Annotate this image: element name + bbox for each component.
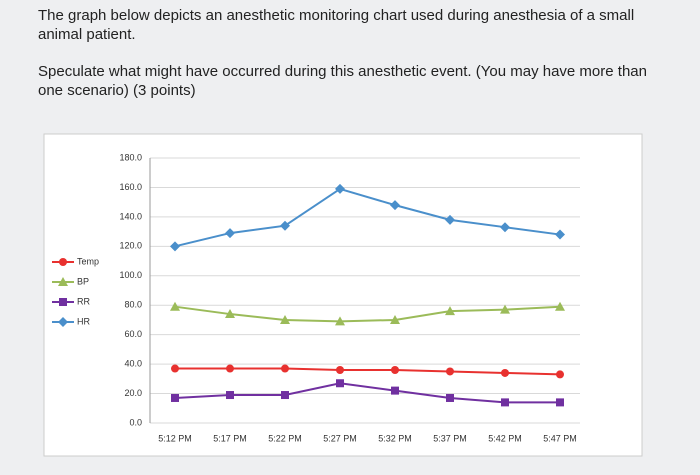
y-tick-label: 180.0	[119, 152, 142, 162]
point	[555, 229, 565, 240]
point	[446, 393, 454, 402]
point	[391, 386, 399, 395]
point	[170, 301, 180, 311]
series-line	[174, 382, 560, 404]
y-tick-label: 40.0	[124, 358, 142, 368]
point	[500, 304, 510, 314]
x-tick-label: 5:42 PM	[488, 433, 522, 443]
point	[226, 364, 234, 373]
point	[500, 222, 510, 233]
x-tick-label: 5:32 PM	[378, 433, 412, 443]
point	[170, 241, 180, 252]
point	[59, 258, 67, 266]
point	[556, 398, 564, 407]
point	[280, 220, 290, 231]
point	[171, 393, 179, 402]
series-line	[174, 305, 561, 323]
point	[501, 398, 509, 407]
legend-label: BP	[77, 276, 89, 286]
x-tick-label: 5:27 PM	[323, 433, 357, 443]
point	[336, 366, 344, 374]
point	[335, 183, 345, 194]
x-tick-label: 5:12 PM	[158, 433, 192, 443]
point	[445, 306, 455, 316]
y-tick-label: 120.0	[119, 241, 142, 251]
point	[225, 228, 235, 239]
y-tick-label: 20.0	[124, 388, 142, 398]
point	[59, 298, 67, 306]
legend-label: HR	[77, 316, 90, 326]
x-tick-label: 5:47 PM	[543, 433, 577, 443]
point	[390, 314, 400, 324]
point	[171, 364, 179, 373]
point	[336, 379, 344, 388]
y-tick-label: 160.0	[119, 182, 142, 192]
point	[446, 367, 454, 376]
point	[280, 314, 290, 324]
point	[58, 277, 68, 286]
point	[391, 366, 399, 374]
point	[225, 309, 235, 319]
point	[58, 317, 68, 327]
point	[281, 391, 289, 400]
question-intro: The graph below depicts an anesthetic mo…	[38, 7, 635, 43]
series-line	[175, 367, 561, 376]
legend-label: Temp	[77, 256, 99, 266]
point	[281, 364, 289, 373]
legend-label: RR	[77, 296, 90, 306]
y-tick-label: 100.0	[119, 270, 142, 280]
point	[335, 316, 345, 326]
y-tick-label: 60.0	[124, 329, 142, 339]
y-tick-label: 140.0	[119, 211, 142, 221]
point	[556, 370, 564, 379]
x-tick-label: 5:22 PM	[268, 433, 302, 443]
point	[226, 391, 234, 400]
y-tick-label: 0.0	[129, 417, 142, 427]
question-prompt: Speculate what might have occurred durin…	[38, 63, 647, 99]
point	[445, 214, 455, 225]
series-line	[174, 187, 561, 248]
x-tick-label: 5:37 PM	[433, 433, 467, 443]
point	[390, 200, 400, 211]
x-tick-label: 5:17 PM	[213, 433, 247, 443]
y-tick-label: 80.0	[124, 300, 142, 310]
point	[501, 368, 509, 377]
point	[555, 301, 565, 311]
